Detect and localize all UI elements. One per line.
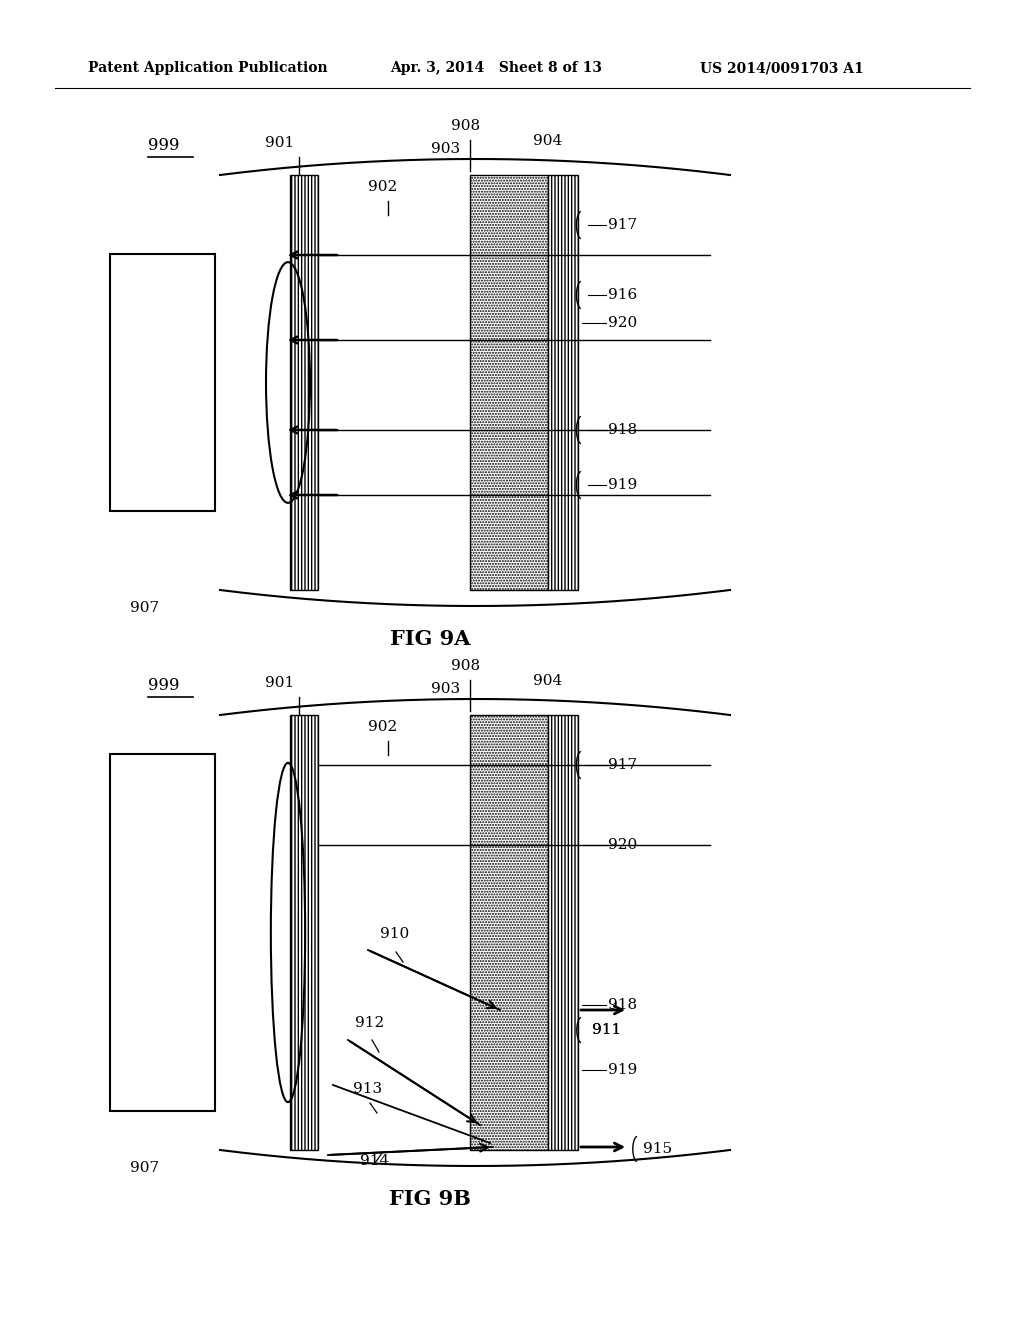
Bar: [290, 176, 318, 590]
Text: 903: 903: [431, 143, 460, 156]
Bar: [470, 176, 548, 590]
Text: 912: 912: [355, 1016, 384, 1030]
Text: 999: 999: [148, 137, 179, 154]
Text: 920: 920: [608, 315, 637, 330]
Text: 913: 913: [353, 1082, 382, 1096]
Text: 904: 904: [534, 135, 562, 148]
Text: 901: 901: [265, 136, 295, 150]
Text: 917: 917: [608, 758, 637, 772]
Text: 908: 908: [452, 119, 480, 133]
Bar: [110, 253, 215, 511]
Text: 917: 917: [608, 218, 637, 232]
Text: 999: 999: [148, 677, 179, 694]
Text: 911: 911: [592, 1023, 622, 1038]
Text: US 2014/0091703 A1: US 2014/0091703 A1: [700, 61, 864, 75]
Bar: [470, 715, 548, 1150]
Bar: [290, 715, 318, 1150]
Text: 920: 920: [608, 838, 637, 851]
Text: FIG 9B: FIG 9B: [389, 1189, 471, 1209]
Text: 901: 901: [265, 676, 295, 690]
Text: 904: 904: [534, 675, 562, 688]
Bar: [110, 754, 215, 1111]
Text: 919: 919: [608, 478, 637, 492]
Text: 916: 916: [608, 288, 637, 302]
Text: Apr. 3, 2014   Sheet 8 of 13: Apr. 3, 2014 Sheet 8 of 13: [390, 61, 602, 75]
Bar: [548, 715, 578, 1150]
Text: 915: 915: [643, 1142, 672, 1156]
Text: Patent Application Publication: Patent Application Publication: [88, 61, 328, 75]
Text: 918: 918: [608, 422, 637, 437]
Text: 902: 902: [369, 180, 397, 194]
Text: 907: 907: [130, 1162, 159, 1175]
Text: 902: 902: [369, 719, 397, 734]
Text: 908: 908: [452, 659, 480, 673]
Text: 919: 919: [608, 1063, 637, 1077]
Text: 903: 903: [431, 682, 460, 696]
Text: 910: 910: [380, 927, 410, 941]
Text: 911: 911: [592, 1023, 622, 1038]
Text: 918: 918: [608, 998, 637, 1012]
Text: FIG 9A: FIG 9A: [390, 630, 470, 649]
Text: 907: 907: [130, 601, 159, 615]
Bar: [548, 176, 578, 590]
Text: 914: 914: [360, 1154, 389, 1168]
